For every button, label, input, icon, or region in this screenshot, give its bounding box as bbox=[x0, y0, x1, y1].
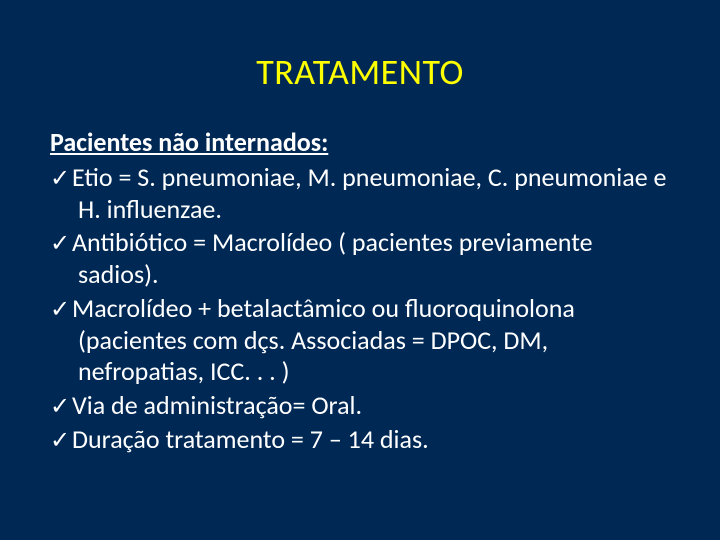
list-item: ✓Macrolídeo + betalactâmico ou fluoroqui… bbox=[50, 293, 670, 388]
list-item: ✓Via de administração= Oral. bbox=[50, 390, 670, 422]
bullet-text: Antibiótico = Macrolídeo ( pacientes pre… bbox=[72, 226, 593, 290]
list-item: ✓Duração tratamento = 7 – 14 dias. bbox=[50, 424, 670, 456]
list-item: ✓Etio = S. pneumoniae, M. pneumoniae, C.… bbox=[50, 162, 670, 225]
slide-title: TRATAMENTO bbox=[50, 50, 670, 94]
check-icon: ✓ bbox=[50, 229, 72, 258]
check-icon: ✓ bbox=[50, 295, 72, 324]
bullet-list: ✓Etio = S. pneumoniae, M. pneumoniae, C.… bbox=[50, 162, 670, 455]
bullet-text: Duração tratamento = 7 – 14 dias. bbox=[72, 423, 429, 455]
subheading: Pacientes não internados: bbox=[50, 126, 670, 158]
check-icon: ✓ bbox=[50, 164, 72, 193]
bullet-text: Via de administração= Oral. bbox=[72, 389, 362, 421]
bullet-text: Macrolídeo + betalactâmico ou fluoroquin… bbox=[72, 292, 575, 387]
check-icon: ✓ bbox=[50, 426, 72, 455]
list-item: ✓Antibiótico = Macrolídeo ( pacientes pr… bbox=[50, 227, 670, 290]
slide: TRATAMENTO Pacientes não internados: ✓Et… bbox=[0, 0, 720, 540]
bullet-text: Etio = S. pneumoniae, M. pneumoniae, C. … bbox=[72, 161, 666, 225]
check-icon: ✓ bbox=[50, 392, 72, 421]
